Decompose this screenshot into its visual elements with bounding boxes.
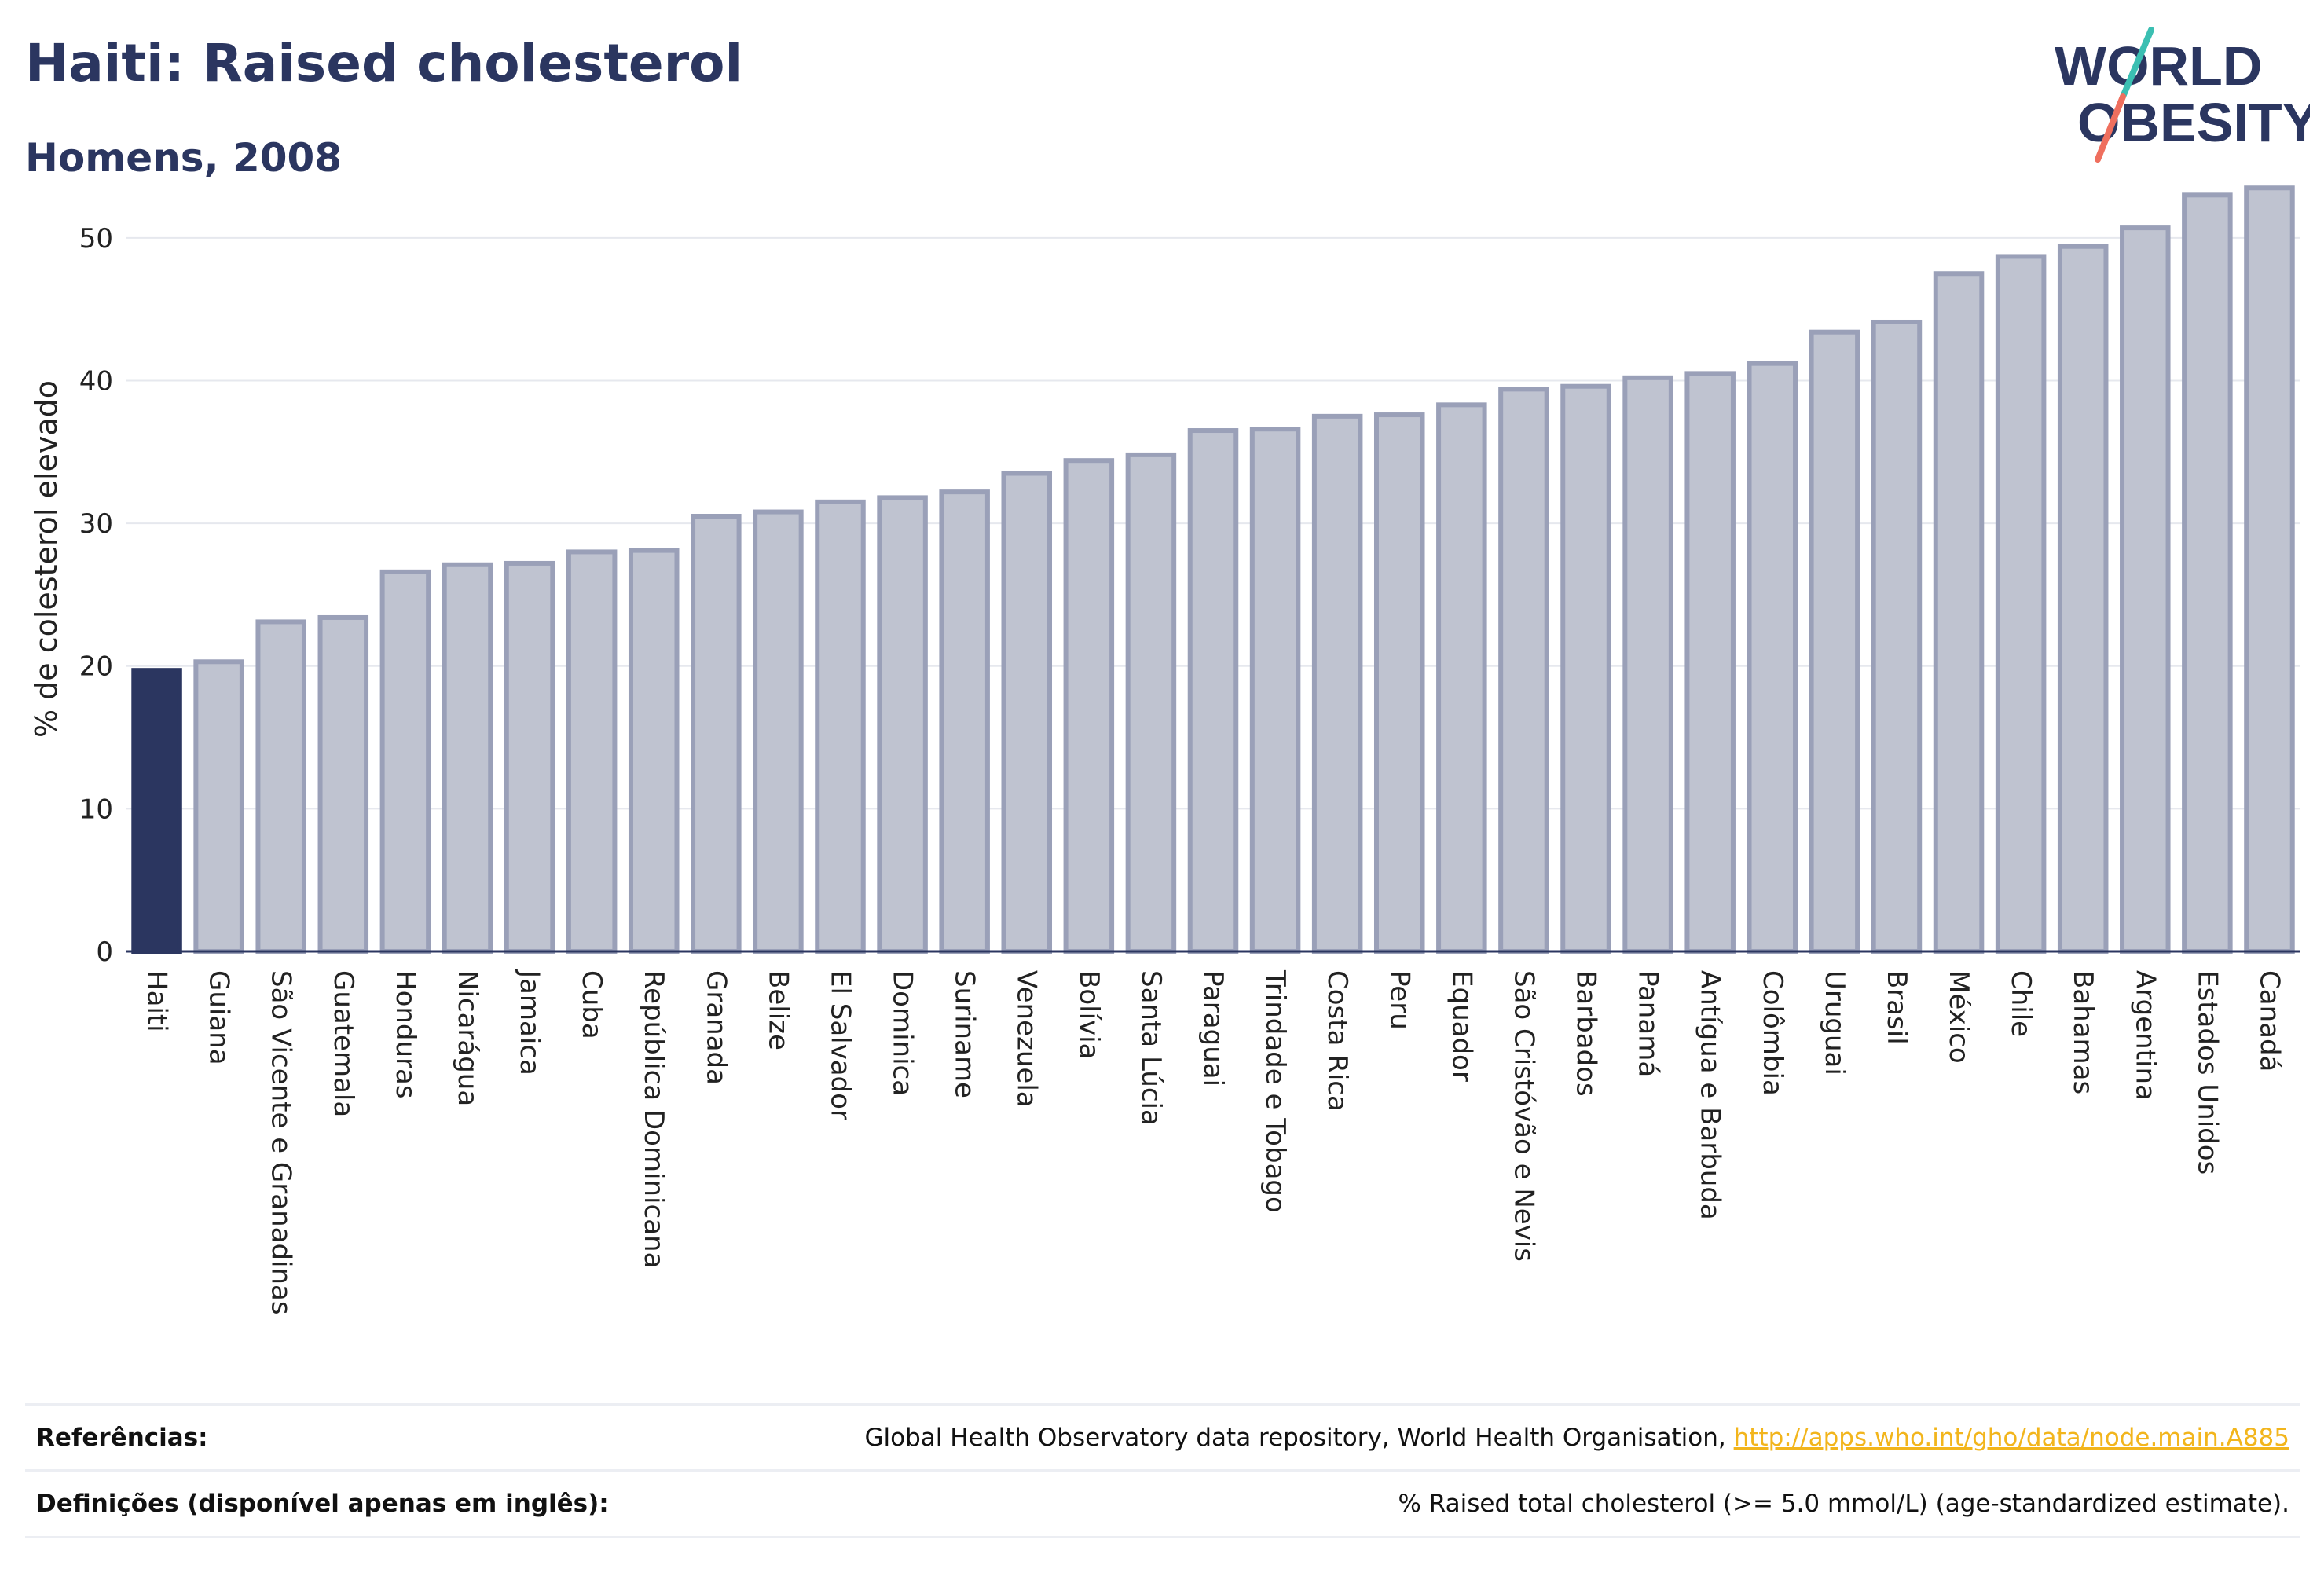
bar [504,560,555,954]
x-tick-label: Chile [2005,970,2036,1037]
bar [1249,427,1301,954]
bar [1622,375,1673,954]
references-row: Referências: Global Health Observatory d… [25,1403,2300,1470]
x-tick-label: Canadá [2253,970,2285,1072]
y-tick-label: 0 [96,936,113,968]
bar [2057,244,2109,954]
x-tick-label: Dominica [887,970,918,1096]
bar [442,562,493,954]
bar [1001,471,1053,954]
x-tick-label: Equador [1446,970,1477,1082]
bar [1871,319,1923,954]
y-tick-label: 20 [79,651,113,683]
bar [566,549,618,954]
logo-line1: WORLD [2055,35,2262,97]
x-tick-label: Trindade e Tobago [1259,969,1291,1213]
x-tick-label: Bolívia [1073,970,1105,1059]
bar [255,619,306,954]
bar [815,499,866,954]
bar [1498,387,1549,954]
x-tick-label: Estados Unidos [2191,970,2223,1175]
x-tick-label: Belize [762,970,794,1050]
bar [193,659,244,955]
world-obesity-logo: WORLD OBESITY [2043,22,2319,167]
bar [1684,371,1736,954]
bar [317,614,369,954]
x-tick-label: Antígua e Barbuda [1695,970,1726,1220]
bar-chart: 0 10 20 30 40 50 % de colesterol elevado Haiti G… [29,185,2300,1315]
bar [939,489,990,954]
y-tick-label: 40 [79,365,113,397]
x-tick-label: Honduras [390,970,421,1099]
references-link[interactable]: http://apps.who.int/gho/data/node.main.A… [1733,1424,2289,1452]
bar [1373,412,1425,954]
bar [131,668,182,955]
x-tick-label: Argentina [2129,970,2161,1101]
y-tick-label: 30 [79,508,113,540]
references-value: Global Health Observatory data repositor… [865,1424,2300,1452]
x-tick-label: Peru [1384,970,1415,1030]
bar [753,509,804,954]
bar [1125,452,1177,954]
x-tick-label: Venezuela [1011,970,1043,1108]
bar [1560,383,1611,955]
x-tick-label: El Salvador [824,970,856,1120]
x-tick-label: Santa Lúcia [1135,970,1167,1126]
x-tick-label: Uruguai [1819,970,1850,1076]
bar [1747,361,1798,954]
references-label: Referências: [36,1424,208,1452]
y-tick-label: 10 [79,793,113,825]
x-tick-label: Barbados [1571,970,1602,1097]
y-axis-title: % de colesterol elevado [29,380,64,738]
x-tick-label: Brasil [1881,970,1912,1045]
x-tick-label: Jamaica [514,969,545,1076]
x-tick-label: Costa Rica [1321,970,1353,1112]
x-tick-label: São Vicente e Granadinas [266,970,297,1315]
x-tick-label: Guiana [203,970,235,1065]
bar [1436,402,1487,954]
x-tick-label: Paraguai [1197,970,1229,1087]
x-tick-label: Guatemala [328,970,359,1117]
bar [2244,185,2295,954]
x-tick-label: São Cristóvão e Nevis [1508,970,1539,1262]
x-tick-label: Panamá [1633,970,1664,1077]
bar [1809,329,1860,954]
x-tick-label: República Dominicana [638,970,669,1268]
x-tick-label: Colômbia [1757,970,1788,1096]
bar [1063,458,1115,954]
definitions-label: Definições (disponível apenas em inglês)… [36,1490,609,1518]
bar [877,495,928,954]
references-text: Global Health Observatory data repositor… [864,1424,1734,1452]
x-tick-label: Granada [700,970,731,1085]
bar [379,569,431,955]
definitions-row: Definições (disponível apenas em inglês)… [25,1469,2300,1538]
x-tick-label: Bahamas [2067,970,2099,1094]
x-tick-label: Nicarágua [452,970,483,1106]
bar [1311,413,1363,954]
y-tick-label: 50 [79,223,113,255]
definitions-value: % Raised total cholesterol (>= 5.0 mmol/… [1398,1490,2289,1518]
bar [1187,428,1239,954]
bar [691,514,742,954]
x-tick-label: Cuba [576,970,607,1039]
bar [2182,192,2233,954]
chart-subtitle: Homens, 2008 [25,135,343,181]
bar [628,548,680,954]
x-tick-label: México [1943,970,1974,1064]
bar [1933,271,1985,954]
x-tick-label: Haiti [141,970,173,1032]
bar [1995,254,2047,954]
bar [2120,225,2171,954]
x-tick-label: Suriname [949,970,981,1098]
chart-title: Haiti: Raised cholesterol [25,33,743,93]
